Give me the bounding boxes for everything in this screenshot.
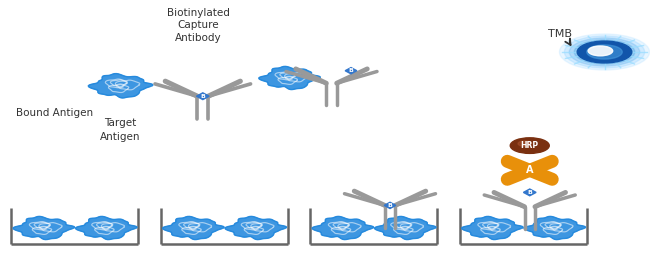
Circle shape [588, 46, 613, 56]
Text: Biotinylated
Capture
Antibody: Biotinylated Capture Antibody [167, 8, 229, 43]
Circle shape [577, 41, 632, 63]
Polygon shape [162, 216, 224, 240]
Polygon shape [524, 216, 586, 240]
Text: Target
Antigen: Target Antigen [100, 118, 140, 141]
Text: B: B [527, 190, 532, 195]
Text: HRP: HRP [521, 141, 539, 150]
Polygon shape [523, 189, 536, 196]
Polygon shape [462, 216, 523, 240]
Polygon shape [75, 216, 137, 240]
Circle shape [518, 141, 532, 146]
Polygon shape [88, 74, 153, 98]
Polygon shape [384, 202, 396, 209]
Polygon shape [312, 216, 374, 240]
Circle shape [560, 34, 649, 70]
Polygon shape [225, 216, 287, 240]
Polygon shape [345, 68, 357, 74]
Circle shape [569, 38, 640, 66]
Polygon shape [196, 93, 209, 100]
Polygon shape [259, 66, 320, 90]
Circle shape [564, 36, 645, 68]
Circle shape [510, 138, 549, 153]
Text: B: B [200, 94, 205, 99]
Circle shape [574, 40, 635, 64]
Text: Bound Antigen: Bound Antigen [16, 108, 94, 118]
Text: A: A [526, 165, 534, 175]
Text: B: B [387, 203, 393, 208]
Circle shape [587, 45, 622, 59]
Text: B: B [348, 68, 354, 73]
Polygon shape [13, 216, 75, 240]
Text: TMB: TMB [548, 29, 572, 39]
Polygon shape [374, 216, 436, 240]
